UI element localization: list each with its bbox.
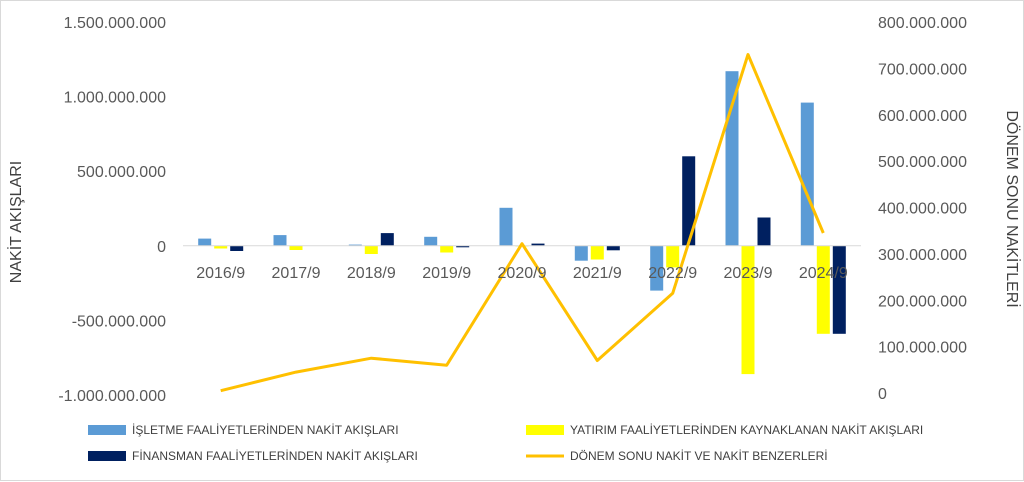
line-series-1 xyxy=(220,53,825,393)
right-tick-label: 800.000.000 xyxy=(878,15,967,32)
category-label: 2020/9 xyxy=(498,265,547,282)
legend-swatch xyxy=(88,425,126,435)
category-label: 2017/9 xyxy=(272,265,321,282)
bar-s1-2018/9 xyxy=(348,244,362,246)
legend-item-1: İŞLETME FAALİYETLERİNDEN NAKİT AKIŞLARI xyxy=(88,423,399,437)
right-tick-label: 300.000.000 xyxy=(878,247,967,264)
category-label: 2019/9 xyxy=(422,265,471,282)
bar-s2-2016/9 xyxy=(214,245,228,249)
legend-label: İŞLETME FAALİYETLERİNDEN NAKİT AKIŞLARI xyxy=(132,423,399,437)
bar-s3-2019/9 xyxy=(456,245,470,248)
left-tick-label: 1.000.000.000 xyxy=(64,90,166,107)
right-tick-label: 100.000.000 xyxy=(878,340,967,357)
right-tick-label: 200.000.000 xyxy=(878,293,967,310)
bars-layer xyxy=(198,71,846,375)
bar-s1-2020/9 xyxy=(499,207,513,246)
left-tick-label: -500.000.000 xyxy=(72,313,166,330)
bar-s3-2016/9 xyxy=(230,245,244,251)
bar-s1-2017/9 xyxy=(273,235,287,246)
bar-s2-2018/9 xyxy=(364,245,378,254)
legend-item-4: DÖNEM SONU NAKİT VE NAKİT BENZERLERİ xyxy=(526,449,828,463)
bar-s2-2021/9 xyxy=(590,245,604,260)
category-label: 2018/9 xyxy=(347,265,396,282)
category-label: 2024/9 xyxy=(799,265,848,282)
category-label: 2022/9 xyxy=(648,265,697,282)
legend-item-2: YATIRIM FAALİYETLERİNDEN KAYNAKLANAN NAK… xyxy=(526,423,923,437)
bar-s1-2021/9 xyxy=(574,245,588,261)
right-tick-label: 400.000.000 xyxy=(878,201,967,218)
bar-s1-2019/9 xyxy=(424,236,438,246)
bar-s2-2017/9 xyxy=(289,245,303,250)
left-tick-label: -1.000.000.000 xyxy=(58,388,166,405)
category-label: 2023/9 xyxy=(724,265,773,282)
bar-s2-2024/9 xyxy=(816,245,830,334)
line-layer xyxy=(220,53,825,393)
left-tick-label: 1.500.000.000 xyxy=(64,15,166,32)
legend-swatch xyxy=(88,451,126,461)
bar-s1-2024/9 xyxy=(800,102,814,246)
category-labels: 2016/9 2017/9 2018/9 2019/9 2020/9 2021/9 2022… xyxy=(196,265,848,282)
category-label: 2021/9 xyxy=(573,265,622,282)
category-label: 2016/9 xyxy=(196,265,245,282)
right-tick-label: 500.000.000 xyxy=(878,154,967,171)
legend: İŞLETME FAALİYETLERİNDEN NAKİT AKIŞLARI Y… xyxy=(88,423,923,463)
bar-s1-2022/9 xyxy=(650,245,664,291)
bar-s3-2024/9 xyxy=(832,245,846,334)
left-axis-title: NAKİT AKIŞLARI xyxy=(6,161,25,283)
left-axis-ticks: 1.500.000.000 1.000.000.000 500.000.000 0 -5… xyxy=(58,15,166,405)
bar-s3-2020/9 xyxy=(531,243,545,246)
legend-label: DÖNEM SONU NAKİT VE NAKİT BENZERLERİ xyxy=(570,449,828,463)
bar-s2-2023/9 xyxy=(741,245,755,375)
legend-label: YATIRIM FAALİYETLERİNDEN KAYNAKLANAN NAK… xyxy=(570,423,923,437)
bar-s3-2018/9 xyxy=(380,233,394,246)
right-axis-ticks: 800.000.000 700.000.000 600.000.000 500.000… xyxy=(878,15,967,403)
bar-s3-2023/9 xyxy=(757,217,771,246)
bar-s3-2022/9 xyxy=(682,156,696,246)
legend-item-3: FİNANSMAN FAALİYETLERİNDEN NAKİT AKIŞLAR… xyxy=(88,449,418,463)
right-axis-title: DÖNEM SONU NAKİTLERİ xyxy=(1003,110,1022,307)
bar-s1-2023/9 xyxy=(725,71,739,246)
right-tick-label: 0 xyxy=(878,386,887,403)
bar-s2-2022/9 xyxy=(666,245,680,268)
legend-label: FİNANSMAN FAALİYETLERİNDEN NAKİT AKIŞLAR… xyxy=(132,449,418,463)
bar-s3-2021/9 xyxy=(606,245,620,251)
right-tick-label: 700.000.000 xyxy=(878,61,967,78)
legend-swatch xyxy=(526,425,564,435)
left-tick-label: 500.000.000 xyxy=(77,164,166,181)
right-tick-label: 600.000.000 xyxy=(878,108,967,125)
bar-s1-2016/9 xyxy=(198,238,212,246)
bar-s2-2019/9 xyxy=(440,245,454,253)
left-tick-label: 0 xyxy=(157,239,166,256)
